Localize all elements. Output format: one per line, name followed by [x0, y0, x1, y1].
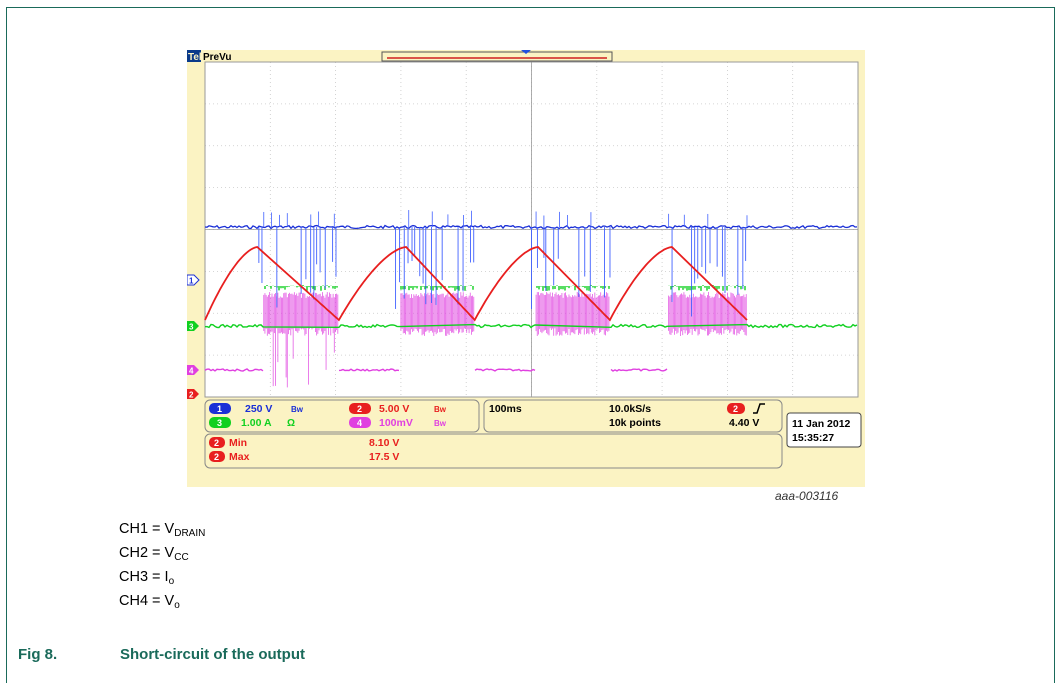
ch4-waveform-bursts	[263, 292, 747, 388]
legend-ch4: CH4 = Vo	[119, 593, 180, 611]
sample-rate-value: 10.0kS/s	[609, 403, 651, 415]
ch2-scale-badge	[349, 403, 371, 414]
ch1-scale-badge	[209, 403, 231, 414]
trigger-channel-label: 2	[733, 404, 738, 414]
readout-panel: 1 250 V Bw 2 5.00 V Bw 3 1.00 A Ω 4 100m…	[204, 399, 862, 469]
legend-ch2: CH2 = VCC	[119, 545, 189, 563]
ch3-waveform-high	[264, 285, 746, 291]
ch3-marker: 3	[187, 321, 199, 332]
ch2-waveform	[204, 246, 748, 322]
ch2-bandwidth-icon: Bw	[434, 405, 447, 414]
datetime-box	[786, 412, 862, 448]
ch3-waveform	[204, 323, 858, 329]
figure-title: Short-circuit of the output	[120, 646, 305, 663]
trigger-channel-badge	[727, 403, 745, 414]
ch4-waveform-baseline	[204, 368, 668, 372]
ch1-marker: 1	[187, 274, 200, 286]
timebase-value: 100ms	[489, 403, 522, 415]
graticule-border	[204, 61, 859, 398]
date-value: 11 Jan 2012	[792, 418, 851, 430]
meas-min-badge	[209, 437, 225, 448]
svg-text:2: 2	[189, 391, 194, 400]
figure-frame	[6, 7, 1055, 683]
meas-min-value: 8.10 V	[369, 437, 399, 449]
oscilloscope-screenshot: Tek PreVu 1 3 4 2	[187, 50, 865, 487]
meas-max-value: 17.5 V	[369, 451, 399, 463]
record-view-box	[381, 51, 613, 62]
ch3-scale-value: 1.00 A	[241, 417, 272, 429]
ch3-unit-symbol: Ω	[287, 418, 295, 429]
svg-text:3: 3	[189, 323, 194, 332]
scope-svg: Tek PreVu 1 3 4 2	[187, 50, 865, 469]
channel-scale-box	[204, 399, 480, 433]
meas-min-label: Min	[229, 437, 247, 449]
figure-number: Fig 8.	[18, 646, 58, 663]
ch2-scale-value: 5.00 V	[379, 403, 409, 415]
ch1-waveform-spikes	[258, 210, 748, 317]
figure-id: aaa-003116	[775, 489, 839, 503]
time-value: 15:35:27	[792, 432, 834, 444]
ch4-scale-badge	[349, 417, 371, 428]
ch3-scale-badge	[209, 417, 231, 428]
ch1-waveform	[204, 224, 858, 230]
mode-label: PreVu	[203, 52, 232, 63]
svg-text:4: 4	[189, 367, 194, 376]
trigger-level-value: 4.40 V	[729, 417, 759, 429]
ch4-bandwidth-icon: Bw	[434, 419, 447, 428]
ch4-scale-value: 100mV	[379, 417, 413, 429]
trigger-edge-icon	[753, 403, 765, 414]
meas-max-badge	[209, 451, 225, 462]
ch4-badge-label: 4	[357, 418, 362, 428]
ch2-badge-label: 2	[357, 404, 362, 414]
ch2-marker: 2	[187, 389, 199, 400]
ch1-bandwidth-icon: Bw	[291, 405, 304, 414]
trigger-position-marker	[521, 50, 531, 54]
meas-min-channel: 2	[214, 438, 219, 448]
legend-ch3: CH3 = Io	[119, 569, 175, 587]
ch4-marker: 4	[187, 365, 199, 376]
ch1-badge-label: 1	[217, 404, 222, 414]
header-bar	[187, 50, 865, 62]
ch1-scale-value: 250 V	[245, 403, 272, 415]
brand-badge	[187, 50, 201, 62]
legend-ch1: CH1 = VDRAIN	[119, 521, 206, 539]
svg-text:1: 1	[189, 277, 194, 286]
meas-max-channel: 2	[214, 452, 219, 462]
record-length-value: 10k points	[609, 417, 661, 429]
measurement-box	[204, 433, 783, 469]
timebase-box	[483, 399, 783, 433]
figure-caption: Fig 8. Short-circuit of the output	[18, 646, 305, 663]
brand-label: Tek	[188, 52, 205, 63]
meas-max-label: Max	[229, 451, 250, 463]
ch3-badge-label: 3	[217, 418, 222, 428]
